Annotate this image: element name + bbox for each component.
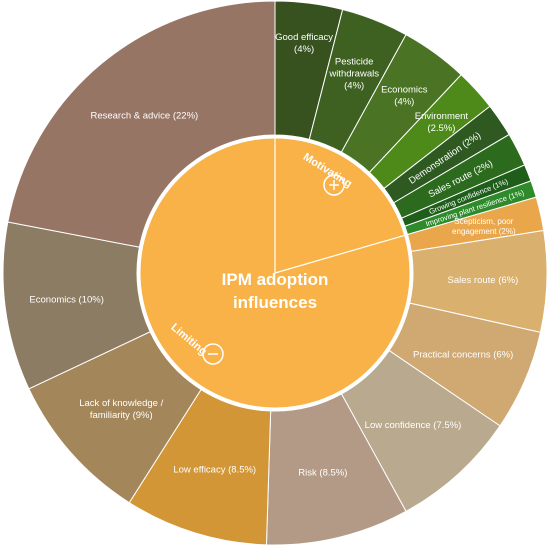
slice-research-advice-22 (7, 0, 276, 248)
slice-label-economics-10: Economics (10%) (29, 295, 103, 306)
slice-label-environment-2-5: Environment (2.5%) (415, 111, 469, 134)
center-title-line1: IPM adoption (222, 270, 329, 289)
slice-label-pesticide-withdrawals-4: Pesticide withdrawals (4%) (328, 57, 379, 92)
center-disc-group: IPM adoption influences Motivating Limit… (137, 135, 413, 411)
minus-icon-ring (202, 343, 224, 365)
slice-label-research-advice-22: Research & advice (22%) (90, 110, 198, 121)
minus-icon (202, 343, 224, 365)
plus-icon (323, 174, 345, 196)
group-divider (274, 234, 406, 274)
center-title-line2: influences (233, 293, 317, 312)
slice-label-low-efficacy-8-5: Low efficacy (8.5%) (173, 464, 256, 475)
plus-icon-ring (323, 174, 345, 196)
slice-label-scepticism-poor-engagement-2: Scepticism, poor engagement (2%) (452, 217, 516, 236)
slice-label-sales-route-6: Sales route (6%) (448, 275, 519, 286)
slice-label-low-confidence-7-5: Low confidence (7.5%) (365, 420, 462, 431)
slice-label-practical-concerns-6: Practical concerns (6%) (413, 350, 513, 361)
slice-label-risk-8-5: Risk (8.5%) (298, 468, 347, 479)
slice-label-good-efficacy-4: Good efficacy (4%) (275, 32, 333, 55)
slice-label-economics-4: Economics (4%) (381, 84, 428, 107)
slice-label-lack-of-knowledge-familiarity-9: Lack of knowledge / familiarity (9%) (79, 398, 163, 421)
